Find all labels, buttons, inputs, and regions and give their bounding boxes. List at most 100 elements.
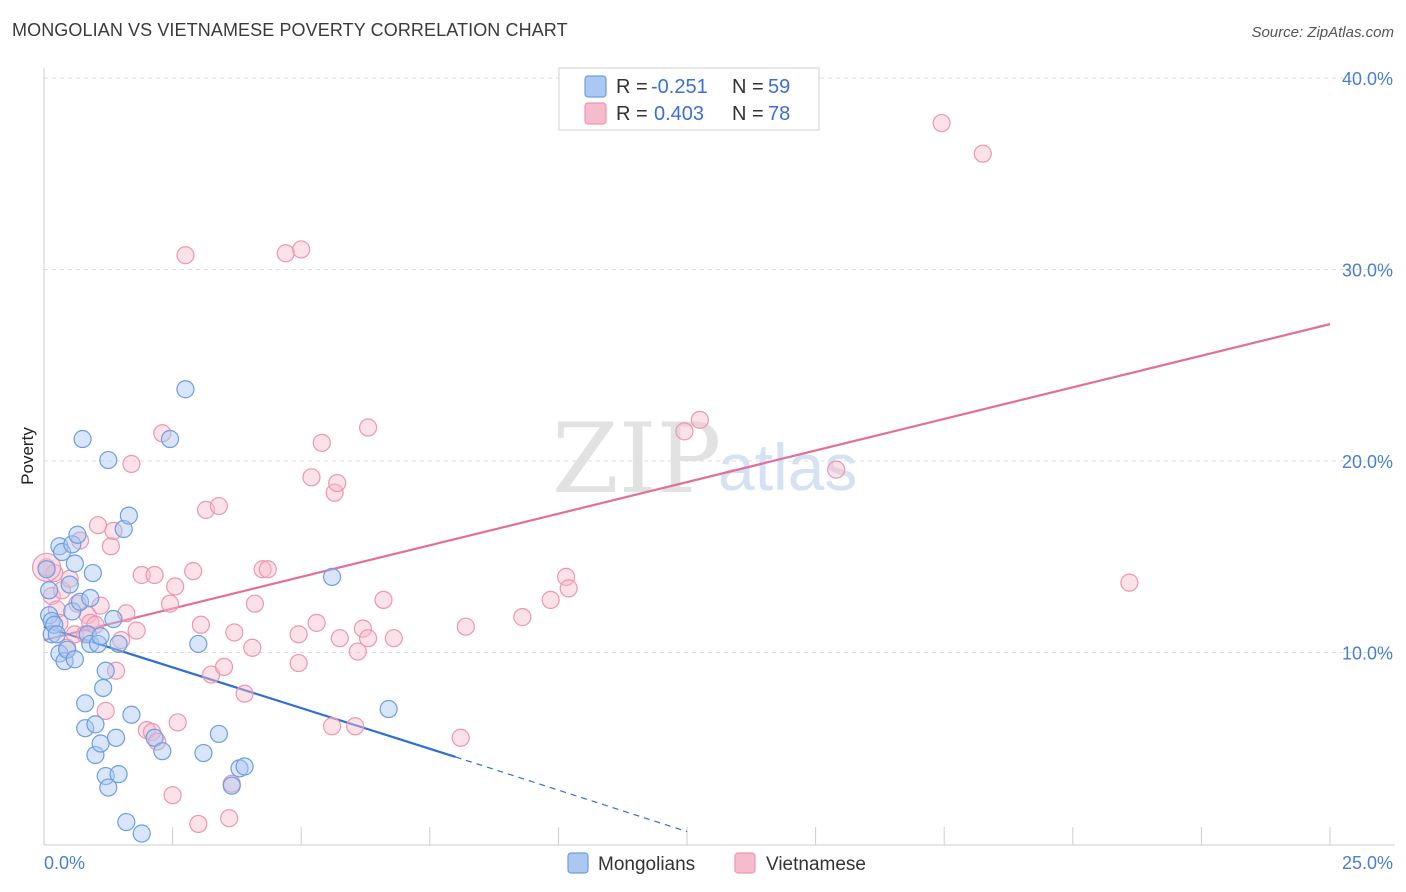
y-tick-label: 20.0% <box>1342 452 1393 472</box>
vietnamese-point <box>166 577 185 596</box>
vietnamese-point <box>322 717 342 736</box>
vietnamese-point <box>163 786 182 805</box>
mongolian-point <box>76 719 95 738</box>
mongolian-point <box>99 450 118 470</box>
x-tick-label: 25.0% <box>1342 853 1393 873</box>
mongolian-point <box>322 567 342 587</box>
legend-n-value-mongolian: 59 <box>768 76 790 98</box>
mongolian-point <box>91 627 110 646</box>
mongolian-trend-line <box>43 625 456 758</box>
mongolian-point <box>65 554 84 573</box>
trend-lines <box>43 323 1331 833</box>
watermark-zip: ZIP <box>552 403 721 515</box>
legend-n-label-mongolian: N = <box>732 76 764 98</box>
mongolian-point <box>109 765 128 784</box>
vietnamese-point <box>253 560 272 579</box>
vietnamese-point <box>358 418 378 437</box>
vietnamese-point <box>541 590 560 609</box>
vietnamese-point <box>168 713 187 732</box>
vietnamese-point <box>353 619 373 638</box>
vietnamese-point <box>384 629 403 648</box>
mongolian-point <box>122 705 141 724</box>
grid <box>44 77 1395 653</box>
vietnamese-point <box>96 701 115 721</box>
mongolian-point <box>52 542 72 562</box>
mongolian-point <box>104 609 123 629</box>
vietnamese-point <box>289 653 308 673</box>
vietnamese-point <box>456 617 475 636</box>
legend: R = -0.251 N = 59 R = 0.403 N = 78 <box>558 67 820 131</box>
mongolian-trend-extension <box>455 756 688 833</box>
legend-n-value-vietnamese: 78 <box>768 103 790 125</box>
mongolian-point <box>81 634 100 654</box>
mongolian-point <box>106 728 126 747</box>
mongolian-point <box>153 742 172 761</box>
vietnamese-points <box>31 113 1139 834</box>
mongolian-point <box>145 728 164 747</box>
vietnamese-point <box>330 629 349 648</box>
vietnamese-point <box>346 717 365 736</box>
vietnamese-point <box>348 642 367 661</box>
bottom-legend-label-vietnamese: Vietnamese <box>766 854 866 875</box>
mongolian-point <box>99 778 118 797</box>
mongolian-point <box>47 625 66 644</box>
vietnamese-point <box>243 638 262 657</box>
chart-title: MONGOLIAN VS VIETNAMESE POVERTY CORRELAT… <box>12 20 568 40</box>
vietnamese-point <box>973 144 992 163</box>
mongolian-point <box>132 824 151 843</box>
mongolian-point <box>76 694 95 713</box>
watermark: ZIP atlas <box>552 403 857 515</box>
axes <box>43 68 1395 846</box>
mongolian-point <box>94 678 113 698</box>
mongolian-point <box>86 715 105 734</box>
vietnamese-point <box>312 433 331 452</box>
mongolian-point <box>222 776 241 795</box>
vietnamese-point <box>88 516 108 535</box>
vietnamese-point <box>122 454 141 474</box>
vietnamese-point <box>258 560 277 579</box>
vietnamese-point <box>160 594 180 613</box>
tick-labels: 10.0% 20.0% 30.0% 40.0% 0.0% 25.0% <box>44 69 1393 873</box>
vietnamese-point <box>451 728 470 747</box>
mongolian-point <box>83 563 102 583</box>
vietnamese-point <box>675 422 694 441</box>
mongolian-point <box>63 535 82 554</box>
legend-r-label-vietnamese: R = <box>616 103 648 125</box>
vietnamese-point <box>292 240 311 259</box>
mongolian-point <box>37 560 56 579</box>
vietnamese-point <box>557 567 576 587</box>
source-label: Source: ZipAtlas.com <box>1251 24 1394 41</box>
vietnamese-point <box>307 613 326 632</box>
y-tick-label: 40.0% <box>1342 69 1393 89</box>
bottom-legend-swatch-mongolians <box>567 852 589 874</box>
watermark-atlas: atlas <box>718 430 857 504</box>
vietnamese-point <box>559 579 578 598</box>
mongolian-point <box>63 602 82 621</box>
vietnamese-point <box>191 615 210 634</box>
mongolian-point <box>58 640 77 659</box>
mongolian-points <box>37 380 398 843</box>
y-tick-label: 30.0% <box>1342 261 1393 281</box>
vietnamese-point <box>932 113 951 133</box>
legend-r-value-mongolian: -0.251 <box>651 76 708 98</box>
y-tick-label: 10.0% <box>1342 644 1393 664</box>
mongolian-point <box>379 699 398 719</box>
vietnamese-point <box>358 629 378 648</box>
vietnamese-point <box>106 661 126 680</box>
mongolian-point <box>189 634 208 654</box>
vietnamese-point <box>374 590 393 609</box>
vietnamese-point <box>209 496 228 516</box>
bottom-legend: Mongolians Vietnamese <box>567 852 866 875</box>
legend-r-value-vietnamese: 0.403 <box>654 103 704 125</box>
legend-swatch-mongolian <box>584 75 607 98</box>
mongolian-point <box>160 429 180 449</box>
mongolian-point <box>86 745 105 765</box>
vietnamese-point <box>176 246 195 265</box>
vietnamese-point <box>145 565 164 585</box>
mongolian-point <box>119 506 138 525</box>
legend-r-label-mongolian: R = <box>616 76 648 98</box>
vietnamese-point <box>328 473 347 493</box>
mongolian-point <box>194 743 213 763</box>
y-axis-title: Poverty <box>18 427 37 485</box>
